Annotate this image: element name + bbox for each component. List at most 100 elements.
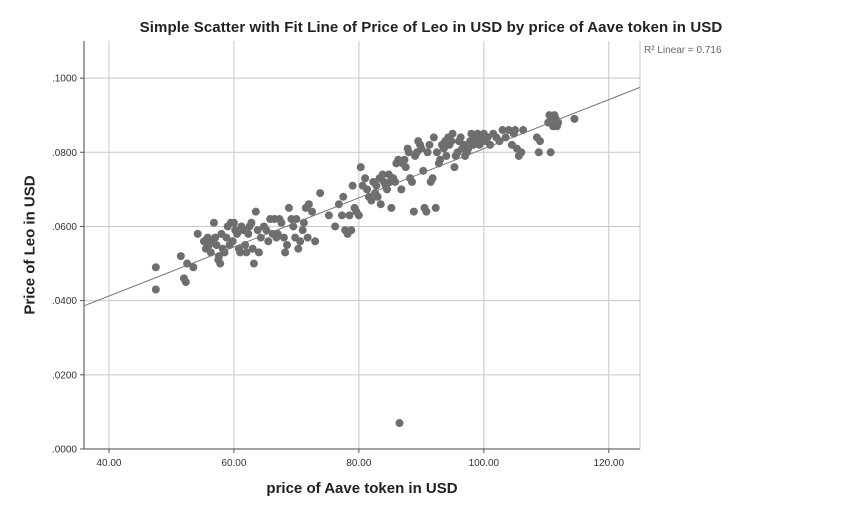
- data-point: [228, 237, 237, 246]
- data-point: [308, 207, 317, 216]
- data-point: [442, 151, 451, 160]
- data-point: [428, 174, 437, 183]
- data-point: [249, 259, 258, 268]
- r-squared-label: R² Linear = 0.716: [644, 45, 722, 56]
- data-point: [284, 203, 293, 212]
- data-point: [216, 259, 225, 268]
- x-tick-label: 60.00: [221, 458, 246, 469]
- x-tick-label: 100.00: [469, 458, 500, 469]
- data-point: [356, 163, 365, 172]
- data-point: [534, 148, 543, 157]
- data-point: [248, 244, 257, 253]
- data-point: [456, 133, 465, 142]
- data-point: [242, 248, 251, 257]
- data-point: [273, 229, 282, 238]
- data-point: [181, 278, 190, 287]
- data-point: [387, 203, 396, 212]
- data-point: [376, 200, 385, 209]
- data-point: [362, 185, 371, 194]
- data-point: [253, 226, 262, 235]
- y-axis-label: Price of Leo in USD: [21, 175, 39, 315]
- data-point: [436, 155, 445, 164]
- data-point: [517, 148, 526, 157]
- data-point: [345, 211, 354, 220]
- data-point: [425, 140, 434, 149]
- data-point: [448, 129, 457, 138]
- data-point: [536, 137, 545, 146]
- data-point: [193, 229, 202, 238]
- data-point: [432, 148, 441, 157]
- data-point: [283, 241, 292, 249]
- grid-lines: [84, 41, 640, 450]
- y-tick-label: .0000: [52, 445, 77, 456]
- data-point: [331, 222, 340, 231]
- x-tick-label: 80.00: [346, 458, 371, 469]
- data-point: [296, 237, 305, 246]
- data-point: [361, 174, 370, 183]
- data-point: [546, 148, 555, 157]
- data-point: [298, 226, 307, 235]
- data-point: [176, 252, 185, 261]
- data-point: [316, 189, 325, 198]
- data-point: [233, 229, 242, 238]
- y-tick-label: .0400: [52, 296, 77, 307]
- y-tick-label: .0600: [52, 222, 77, 233]
- data-point: [247, 218, 256, 227]
- data-point: [244, 229, 253, 238]
- data-point: [311, 237, 320, 246]
- data-point: [378, 170, 387, 179]
- data-point: [236, 248, 245, 257]
- data-point: [206, 248, 215, 257]
- data-point: [423, 148, 432, 157]
- fit-line-group: [83, 86, 641, 307]
- y-axis-ticks: .0000 .0200 .0400 .0600 .0800 .1000: [52, 74, 84, 456]
- y-tick-label: .0800: [52, 148, 77, 159]
- data-point: [395, 419, 404, 428]
- data-point: [422, 207, 431, 216]
- data-point: [401, 163, 410, 172]
- data-point: [220, 248, 229, 257]
- data-point: [339, 192, 348, 201]
- x-axis-label: price of Aave token in USD: [266, 480, 458, 497]
- data-point: [281, 248, 290, 257]
- data-point: [294, 244, 303, 253]
- data-point: [404, 148, 413, 157]
- data-point: [251, 207, 260, 216]
- data-point: [151, 285, 160, 294]
- data-point: [417, 144, 426, 153]
- data-point: [229, 218, 238, 227]
- chart-title: Simple Scatter with Fit Line of Price of…: [139, 19, 723, 36]
- data-point: [431, 203, 440, 212]
- data-point: [211, 233, 220, 242]
- data-point: [324, 211, 333, 220]
- data-point: [354, 211, 363, 220]
- y-tick-label: .0200: [52, 370, 77, 381]
- data-point: [347, 226, 356, 235]
- data-point: [183, 259, 192, 268]
- data-point: [483, 133, 492, 142]
- data-point: [279, 233, 288, 242]
- x-tick-label: 120.00: [593, 458, 624, 469]
- data-point: [400, 155, 409, 164]
- data-point: [209, 218, 218, 227]
- data-points: [151, 111, 579, 428]
- data-point: [409, 207, 418, 216]
- data-point: [189, 263, 198, 272]
- data-point: [373, 192, 382, 201]
- data-point: [429, 133, 438, 142]
- data-point: [292, 215, 301, 224]
- data-point: [304, 200, 313, 209]
- data-point: [450, 163, 459, 172]
- data-point: [277, 218, 286, 227]
- data-point: [511, 126, 520, 135]
- data-point: [407, 177, 416, 186]
- data-point: [222, 233, 231, 242]
- x-tick-label: 40.00: [96, 458, 121, 469]
- data-point: [151, 263, 160, 272]
- data-point: [367, 196, 376, 205]
- data-point: [338, 211, 347, 220]
- data-point: [254, 248, 263, 257]
- data-point: [303, 233, 312, 242]
- data-point: [475, 140, 484, 149]
